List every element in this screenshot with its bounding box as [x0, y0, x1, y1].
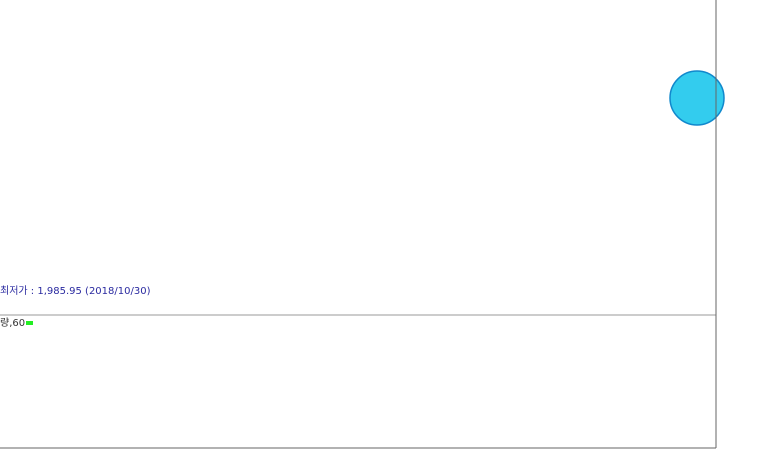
volume-legend-swatch — [26, 321, 33, 325]
highlight-circle — [669, 70, 725, 126]
low-label: 최저가 : 1,985.95 (2018/10/30) — [0, 285, 151, 297]
volume-label: 량,60 — [0, 317, 25, 329]
